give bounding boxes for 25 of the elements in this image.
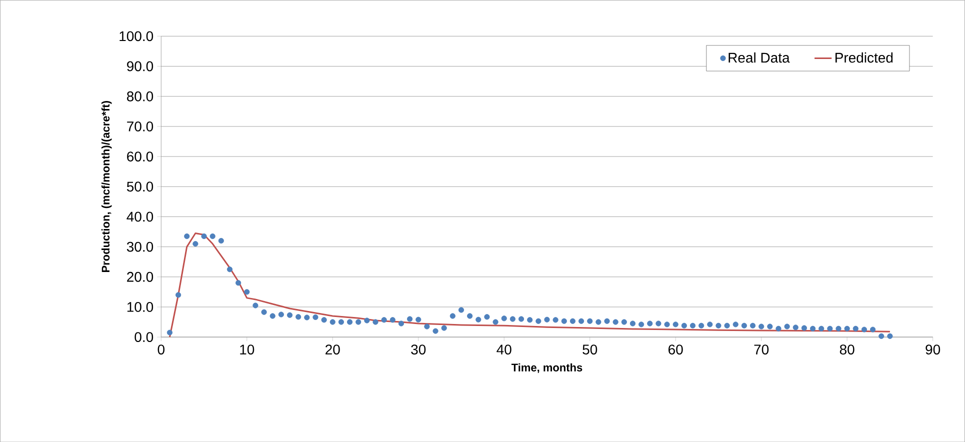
- y-tick-label: 0.0: [134, 332, 154, 342]
- x-tick-label: 60: [668, 344, 683, 354]
- y-tick-label: 100.0: [120, 31, 154, 42]
- x-tick-label: 0: [158, 344, 164, 354]
- x-tick-label: 50: [582, 344, 598, 354]
- x-tick-label: 10: [240, 344, 254, 354]
- x-tick-label: 70: [754, 344, 769, 354]
- legend-label: Real Data: [728, 52, 790, 63]
- y-tick-label: 50.0: [126, 182, 154, 192]
- y-tick-label: 80.0: [126, 91, 154, 102]
- y-tick-label: 70.0: [127, 121, 154, 132]
- y-tick-label: 10.0: [127, 302, 154, 312]
- y-tick-label: 40.0: [126, 212, 154, 222]
- y-tick-label: 60.0: [127, 151, 154, 162]
- y-tick-label: 20.0: [127, 272, 154, 282]
- y-axis-title: Production, (mcf/month)/(acre*ft): [101, 100, 112, 272]
- x-tick-label: 40: [496, 344, 512, 354]
- x-tick-label: 30: [411, 344, 426, 354]
- x-tick-label: 90: [926, 344, 940, 354]
- x-tick-label: 80: [840, 344, 854, 354]
- y-tick-label: 30.0: [126, 242, 154, 252]
- y-tick-label: 90.0: [127, 61, 154, 72]
- legend-label: Predicted: [836, 52, 893, 63]
- x-tick-label: 20: [326, 344, 340, 354]
- x-axis-title: Time, months: [511, 363, 582, 373]
